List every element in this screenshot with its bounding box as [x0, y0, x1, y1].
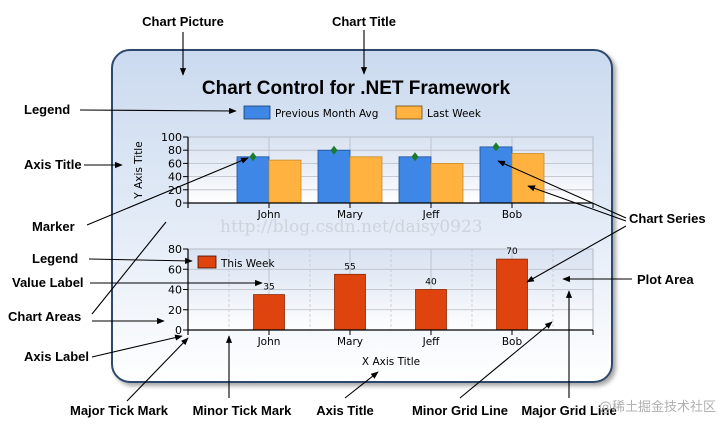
marker-diamond — [492, 142, 500, 152]
x-axis-category-label: John — [257, 336, 281, 348]
chart-series-bar — [398, 156, 432, 204]
y-axis-label: 40 — [168, 284, 182, 297]
y-axis-label: 60 — [168, 157, 182, 170]
watermark-text: http://blog.csdn.net/daisy0923 — [220, 217, 483, 237]
chart-area-2: 0 20 40 60 80 35 55 40 70 John Mary Jeff Bob — [168, 243, 594, 348]
callout-arrows — [79, 30, 632, 402]
marker-diamond — [249, 152, 257, 162]
arrow-minor-grid — [459, 321, 553, 399]
arrow-axis-label — [91, 334, 183, 358]
arrow-legend-bottom — [88, 257, 193, 264]
callout-axis-label: Axis Label — [24, 349, 89, 364]
legend-swatch-this-week — [197, 255, 217, 269]
callout-chart-picture: Chart Picture — [142, 14, 224, 29]
legend-label-previous-month-avg: Previous Month Avg — [275, 108, 378, 120]
callout-plot-area: Plot Area — [637, 272, 694, 287]
value-label: 70 — [506, 247, 518, 257]
callout-major-tick-mark: Major Tick Mark — [70, 403, 169, 418]
callout-axis-title-bottom: Axis Title — [316, 403, 374, 418]
chart-series-bar — [334, 273, 366, 331]
callout-minor-tick-mark: Minor Tick Mark — [193, 403, 293, 418]
value-label: 35 — [263, 283, 274, 293]
x-axis-category-label: Bob — [502, 209, 523, 221]
value-label: 55 — [344, 262, 355, 272]
chart-title: Chart Control for .NET Framework — [202, 78, 511, 99]
corner-watermark: @稀土掘金技术社区 — [599, 399, 716, 415]
y-axis-title: Y Axis Title — [133, 141, 145, 199]
y-axis-label: 60 — [168, 263, 182, 276]
arrow-chart-series-2 — [527, 185, 627, 222]
callout-minor-grid-line: Minor Grid Line — [412, 403, 508, 418]
chart-series-bar — [415, 289, 447, 331]
arrow-axis-title-bottom — [344, 371, 379, 399]
chart-series-bar — [349, 156, 383, 204]
x-axis-category-label: Bob — [502, 336, 523, 348]
chart-series-bar — [253, 294, 285, 331]
y-axis-label: 20 — [168, 304, 182, 317]
x-axis-category-label: Mary — [337, 336, 363, 348]
arrow-chart-series-1 — [497, 160, 627, 219]
marker-diamond — [330, 145, 338, 155]
chart-series-bar — [430, 162, 464, 204]
x-axis-category-label: Jeff — [422, 209, 441, 221]
callout-legend-bottom: Legend — [32, 251, 78, 266]
callout-marker: Marker — [32, 219, 75, 234]
callout-axis-title-left: Axis Title — [24, 157, 82, 172]
y-axis-label: 80 — [168, 243, 182, 256]
callout-major-grid-line: Major Grid Line — [521, 403, 616, 418]
legend-bottom: This Week — [197, 255, 275, 270]
chart-series-bar — [236, 156, 270, 204]
chart-series-bar — [511, 153, 545, 204]
arrow-chart-areas-1 — [91, 221, 167, 315]
value-label: 40 — [425, 278, 437, 288]
callout-labels: Chart Picture Chart Title Legend Axis Title… — [8, 14, 706, 418]
chart-series-bar — [496, 258, 528, 331]
arrow-major-tick — [126, 337, 189, 402]
legend-top: Previous Month Avg Last Week — [243, 105, 482, 120]
legend-label-last-week: Last Week — [427, 108, 482, 120]
callout-value-label: Value Label — [12, 275, 84, 290]
chart-series-bar — [479, 146, 513, 204]
y-axis-label: 0 — [175, 197, 182, 210]
legend-label-this-week: This Week — [220, 258, 275, 270]
x-axis-category-label: Jeff — [422, 336, 441, 348]
chart-series-bar — [268, 159, 302, 204]
y-axis-label: 80 — [168, 144, 182, 157]
arrow-chart-series-3 — [526, 225, 627, 283]
chart-series-bar — [317, 149, 351, 204]
x-axis-category-label: John — [257, 209, 281, 221]
callout-legend-top: Legend — [24, 102, 70, 117]
x-axis-category-label: Mary — [337, 209, 363, 221]
callout-chart-areas: Chart Areas — [8, 309, 81, 324]
marker-diamond — [411, 152, 419, 162]
x-axis-title: X Axis Title — [362, 356, 420, 368]
arrow-legend-top — [79, 107, 237, 115]
y-axis-label: 100 — [161, 131, 182, 144]
legend-swatch-previous-month-avg — [243, 105, 271, 120]
legend-swatch-last-week — [395, 105, 423, 120]
callout-chart-series: Chart Series — [629, 211, 706, 226]
y-axis-label: 0 — [175, 324, 182, 337]
y-axis-label: 40 — [168, 171, 182, 184]
arrow-marker — [86, 157, 249, 226]
callout-chart-title: Chart Title — [332, 14, 396, 29]
